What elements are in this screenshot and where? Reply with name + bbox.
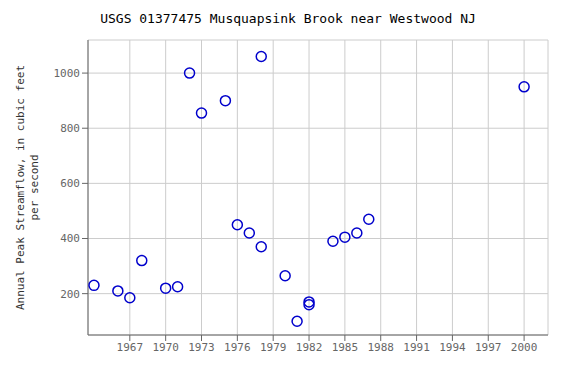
svg-text:1988: 1988 — [367, 341, 394, 354]
svg-text:1991: 1991 — [403, 341, 430, 354]
svg-text:200: 200 — [60, 288, 80, 301]
svg-text:1997: 1997 — [475, 341, 502, 354]
svg-text:1000: 1000 — [54, 67, 81, 80]
html-text:USGS 01377475 Musquapsink Broo: USGS 01377475 Musquapsink Brook near Wes… — [100, 11, 476, 26]
svg-text:800: 800 — [60, 122, 80, 135]
svg-text:1985: 1985 — [332, 341, 359, 354]
svg-text:1976: 1976 — [224, 341, 251, 354]
svg-text:2000: 2000 — [511, 341, 538, 354]
svg-text:600: 600 — [60, 177, 80, 190]
svg-text:1982: 1982 — [296, 341, 323, 354]
svg-text:400: 400 — [60, 232, 80, 245]
svg-text:1967: 1967 — [117, 341, 144, 354]
svg-text:1970: 1970 — [152, 341, 179, 354]
svg-text:1973: 1973 — [188, 341, 215, 354]
svg-text:1994: 1994 — [439, 341, 466, 354]
svg-text:Annual Peak Streamflow, in cub: Annual Peak Streamflow, in cubic feet — [14, 65, 27, 310]
svg-text:1979: 1979 — [260, 341, 287, 354]
svg-text:per second: per second — [28, 154, 41, 220]
